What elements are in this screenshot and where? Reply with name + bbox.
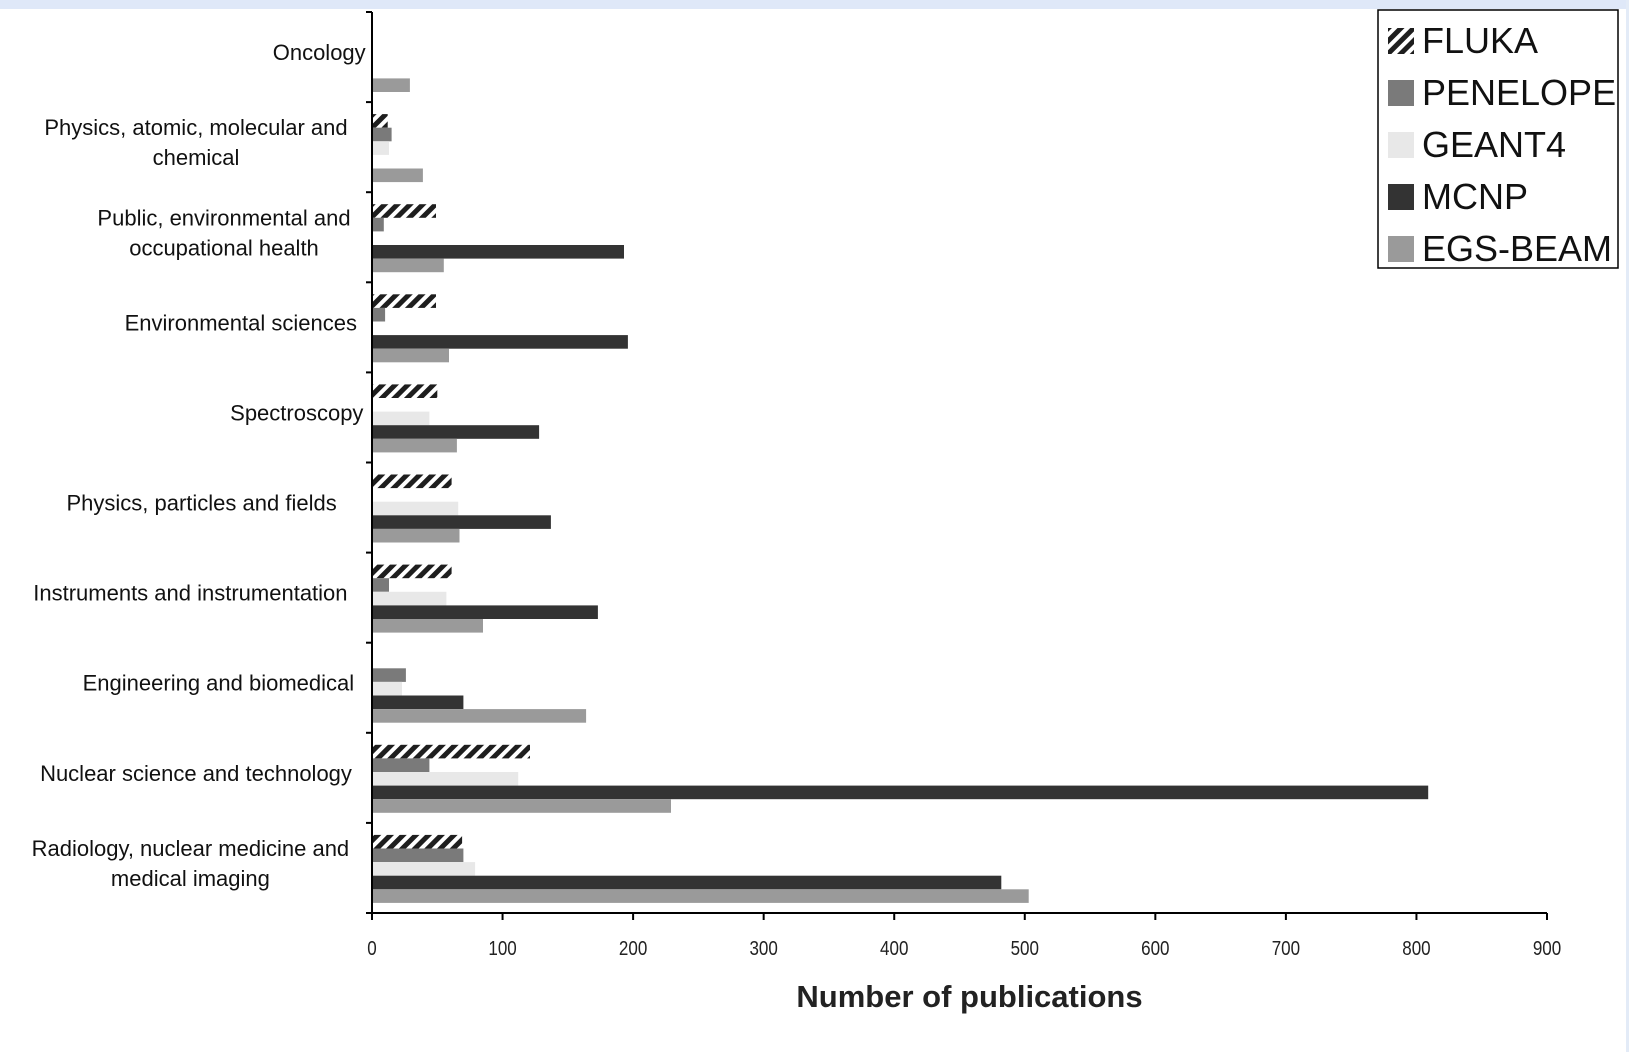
bar-penelope-9 — [373, 848, 464, 863]
legend-swatch-penelope — [1388, 80, 1414, 106]
category-label-line: Instruments and instrumentation — [33, 581, 347, 606]
legend-swatch-fluka — [1388, 28, 1414, 54]
bar-mcnp-3 — [373, 335, 628, 349]
category-label: Engineering and biomedical — [83, 671, 355, 696]
bar-geant4-6 — [373, 591, 447, 606]
legend-label-geant4: GEANT4 — [1422, 124, 1566, 165]
bar-egs-beam-7 — [373, 709, 587, 723]
top-decorative-band — [0, 0, 1629, 9]
bar-fluka-3 — [373, 294, 436, 308]
x-tick-label: 800 — [1402, 937, 1430, 960]
bar-geant4-1 — [373, 141, 389, 155]
bar-fluka-2 — [373, 204, 436, 218]
bar-egs-beam-0 — [373, 78, 410, 92]
bar-geant4-8 — [373, 772, 519, 786]
category-label: Instruments and instrumentation — [33, 581, 347, 606]
category-label-line: Public, environmental and — [97, 205, 350, 230]
category-label-line: Nuclear science and technology — [40, 761, 352, 786]
category-label: Radiology, nuclear medicine and medical i… — [32, 836, 350, 891]
bar-penelope-2 — [373, 217, 384, 232]
bar-penelope-8 — [373, 758, 430, 772]
x-tick-label: 900 — [1533, 937, 1561, 960]
bar-geant4-5 — [373, 501, 459, 516]
category-label: Spectroscopy — [230, 400, 363, 425]
bar-penelope-1 — [373, 127, 392, 142]
category-label-line: Oncology — [273, 40, 366, 65]
x-tick-label: 400 — [880, 937, 908, 960]
bar-fluka-5 — [373, 474, 452, 489]
x-tick-label: 300 — [749, 937, 777, 960]
bar-egs-beam-9 — [373, 889, 1029, 903]
bar-egs-beam-8 — [373, 799, 671, 813]
bar-mcnp-5 — [373, 515, 551, 529]
bar-egs-beam-3 — [373, 348, 449, 363]
bar-egs-beam-1 — [373, 168, 423, 183]
x-tick-label: 500 — [1011, 937, 1039, 960]
bar-mcnp-9 — [373, 875, 1002, 890]
legend-swatch-mcnp — [1388, 184, 1414, 210]
bar-mcnp-8 — [373, 785, 1429, 800]
x-axis-title: Number of publications — [796, 979, 1142, 1014]
bar-mcnp-6 — [373, 605, 598, 619]
bar-egs-beam-2 — [373, 258, 444, 273]
legend-label-fluka: FLUKA — [1422, 20, 1538, 61]
right-decorative-edge — [1626, 0, 1629, 1052]
category-label: Oncology — [273, 40, 366, 65]
bar-fluka-6 — [373, 564, 452, 579]
category-label-line: medical imaging — [111, 866, 270, 891]
bar-penelope-7 — [373, 668, 406, 682]
x-tick-label: 600 — [1141, 937, 1169, 960]
bar-fluka-8 — [373, 744, 530, 759]
bar-fluka-9 — [373, 834, 463, 849]
category-label-line: occupational health — [129, 235, 319, 260]
bar-fluka-4 — [373, 384, 438, 398]
category-label: Public, environmental and occupational he… — [97, 205, 350, 260]
bar-penelope-6 — [373, 578, 389, 592]
bar-fluka-1 — [373, 114, 388, 128]
bar-mcnp-7 — [373, 695, 464, 710]
legend-label-penelope: PENELOPE — [1422, 72, 1616, 113]
legend-label-egs-beam: EGS-BEAM — [1422, 228, 1612, 269]
bar-geant4-9 — [373, 862, 476, 876]
bar-mcnp-4 — [373, 425, 540, 439]
category-label: Physics, particles and fields — [66, 491, 336, 516]
category-label-line: Physics, atomic, molecular and — [44, 115, 347, 140]
legend-swatch-egs-beam — [1388, 236, 1414, 262]
category-label-line: Engineering and biomedical — [83, 671, 355, 696]
category-label: Environmental sciences — [125, 310, 357, 335]
category-label-line: Spectroscopy — [230, 400, 363, 425]
legend-label-mcnp: MCNP — [1422, 176, 1528, 217]
bar-egs-beam-5 — [373, 528, 460, 543]
category-label-line: chemical — [153, 145, 240, 170]
bar-egs-beam-6 — [373, 619, 483, 633]
x-tick-label: 100 — [488, 937, 516, 960]
category-label: Physics, atomic, molecular and chemical — [44, 115, 347, 170]
x-tick-label: 700 — [1272, 937, 1300, 960]
bar-geant4-4 — [373, 411, 430, 426]
bar-penelope-3 — [373, 307, 386, 322]
category-label-line: Physics, particles and fields — [66, 491, 336, 516]
bar-mcnp-2 — [373, 245, 624, 259]
x-tick-label: 0 — [367, 937, 376, 960]
legend-swatch-geant4 — [1388, 132, 1414, 158]
x-tick-label: 200 — [619, 937, 647, 960]
bar-egs-beam-4 — [373, 438, 457, 453]
legend-box — [1377, 9, 1619, 269]
category-label-line: Radiology, nuclear medicine and — [32, 836, 350, 861]
category-label-line: Environmental sciences — [125, 310, 357, 335]
bar-geant4-7 — [373, 681, 402, 696]
category-label: Nuclear science and technology — [40, 761, 352, 786]
